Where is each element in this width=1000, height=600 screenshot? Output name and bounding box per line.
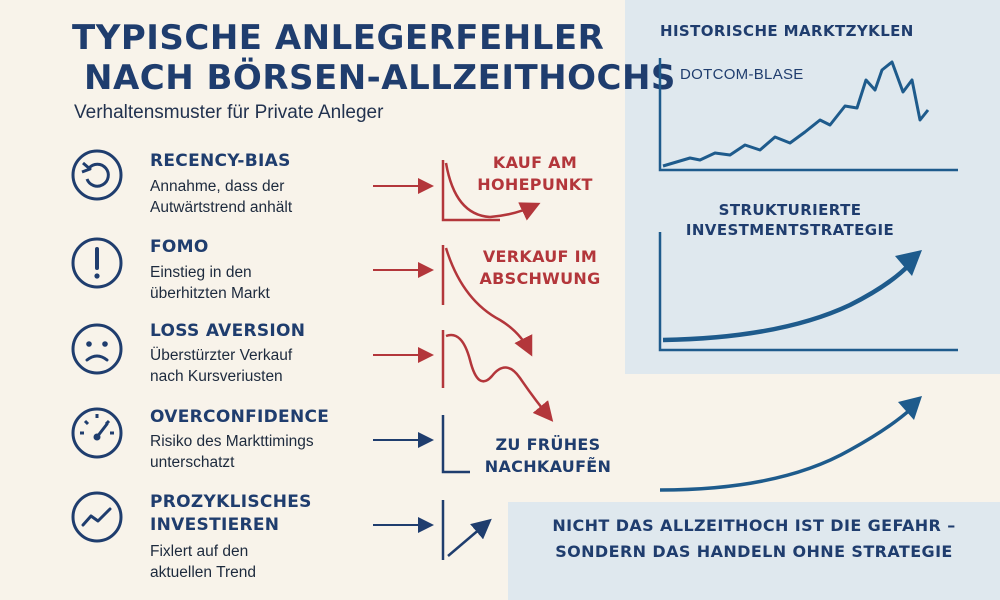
error-desc-line: aktuellen Trend	[150, 564, 256, 581]
page-subtitle: Verhaltensmuster für Private Anleger	[74, 102, 384, 123]
error-heading-loss-aversion: LOSS AVERSION	[150, 321, 306, 341]
error-desc-line: überhitzten Markt	[150, 285, 270, 302]
error-desc-loss-aversion: Überstürzter Verkauf nach Kursveriusten	[150, 345, 375, 387]
error-desc-procyclical: Fixlert auf den aktuellen Trend	[150, 541, 375, 583]
error-desc-line: Überstürzter Verkauf	[150, 347, 293, 364]
strategy-title-line: INVESTMENTSTRATEGIE	[685, 221, 895, 239]
key-message-line: NICHT DAS ALLZEITHOCH IST DIE GEFAHR –	[552, 516, 956, 535]
outcome-line: ABSCHWUNG	[479, 269, 601, 288]
error-heading-recency-bias: RECENCY-BIAS	[150, 151, 291, 171]
outcome-line: ZU FRÜHES	[495, 435, 601, 454]
mini-chart-buy-at-peak	[441, 160, 541, 222]
page-title-line-2: NACH BÖRSEN-ALLZEITHOCHS	[84, 58, 676, 98]
error-desc-recency-bias: Annahme, dass der Autwärtstrend anhält	[150, 176, 375, 218]
error-heading-overconfidence: OVERCONFIDENCE	[150, 407, 330, 427]
mini-chart-loss-aversion	[441, 330, 554, 422]
historical-cycle-chart	[658, 58, 958, 172]
historical-cycles-title: HISTORISCHE MARKTZYKLEN	[660, 22, 914, 40]
long-term-growth-chart	[659, 396, 922, 492]
outcome-line: HOHEPUNKT	[477, 175, 593, 194]
key-message-line: SONDERN DAS HANDELN OHNE STRATEGIE	[555, 542, 953, 561]
gauge-icon	[71, 407, 123, 459]
error-desc-line: unterschatzt	[150, 454, 235, 471]
page-title-line-1: TYPISCHE ANLEGERFEHLER	[72, 18, 605, 58]
error-desc-overconfidence: Risiko des Markttimings unterschatzt	[150, 431, 375, 473]
error-heading-fomo: FOMO	[150, 237, 209, 257]
error-desc-line: Fixlert auf den	[150, 543, 249, 560]
outcome-line: NACHKAUFẼN	[484, 457, 612, 476]
strategy-growth-chart	[658, 232, 958, 352]
outcome-buy-too-early: ZU FRÜHES NACHKAUFẼN	[478, 434, 618, 478]
error-desc-line: Annahme, dass der	[150, 178, 285, 195]
sad-face-icon	[71, 323, 123, 375]
strategy-title: STRUKTURIERTE INVESTMENTSTRATEGIE	[660, 200, 920, 240]
error-desc-fomo: Einstieg in den überhitzten Markt	[150, 262, 375, 304]
key-message: NICHT DAS ALLZEITHOCH IST DIE GEFAHR – S…	[508, 513, 1000, 565]
outcome-sell-in-downturn: VERKAUF IM ABSCHWUNG	[470, 246, 610, 290]
error-desc-line: Risiko des Markttimings	[150, 433, 314, 450]
exclamation-icon	[71, 237, 123, 289]
outcome-line: VERKAUF IM	[482, 247, 598, 266]
key-message-banner	[508, 502, 1000, 600]
mini-chart-sell-in-downturn	[441, 245, 533, 357]
error-heading-procyclical-line-2: INVESTIEREN	[150, 515, 280, 535]
error-desc-line: Einstieg in den	[150, 264, 252, 281]
historical-cycles-panel	[625, 0, 1000, 374]
trend-icon	[71, 491, 123, 543]
refresh-icon	[71, 149, 123, 201]
error-desc-line: nach Kursveriusten	[150, 368, 283, 385]
error-heading-procyclical: PROZYKLISCHES	[150, 492, 312, 512]
dotcom-bubble-label: DOTCOM-BLASE	[680, 66, 804, 83]
outcome-line: KAUF AM	[492, 153, 578, 172]
outcome-buy-at-peak: KAUF AM HOHEPUNKT	[470, 152, 600, 196]
mini-chart-buy-too-early	[441, 415, 470, 474]
mini-chart-procyclical	[441, 500, 492, 560]
error-desc-line: Autwärtstrend anhält	[150, 199, 293, 216]
strategy-title-line: STRUKTURIERTE	[718, 201, 862, 219]
